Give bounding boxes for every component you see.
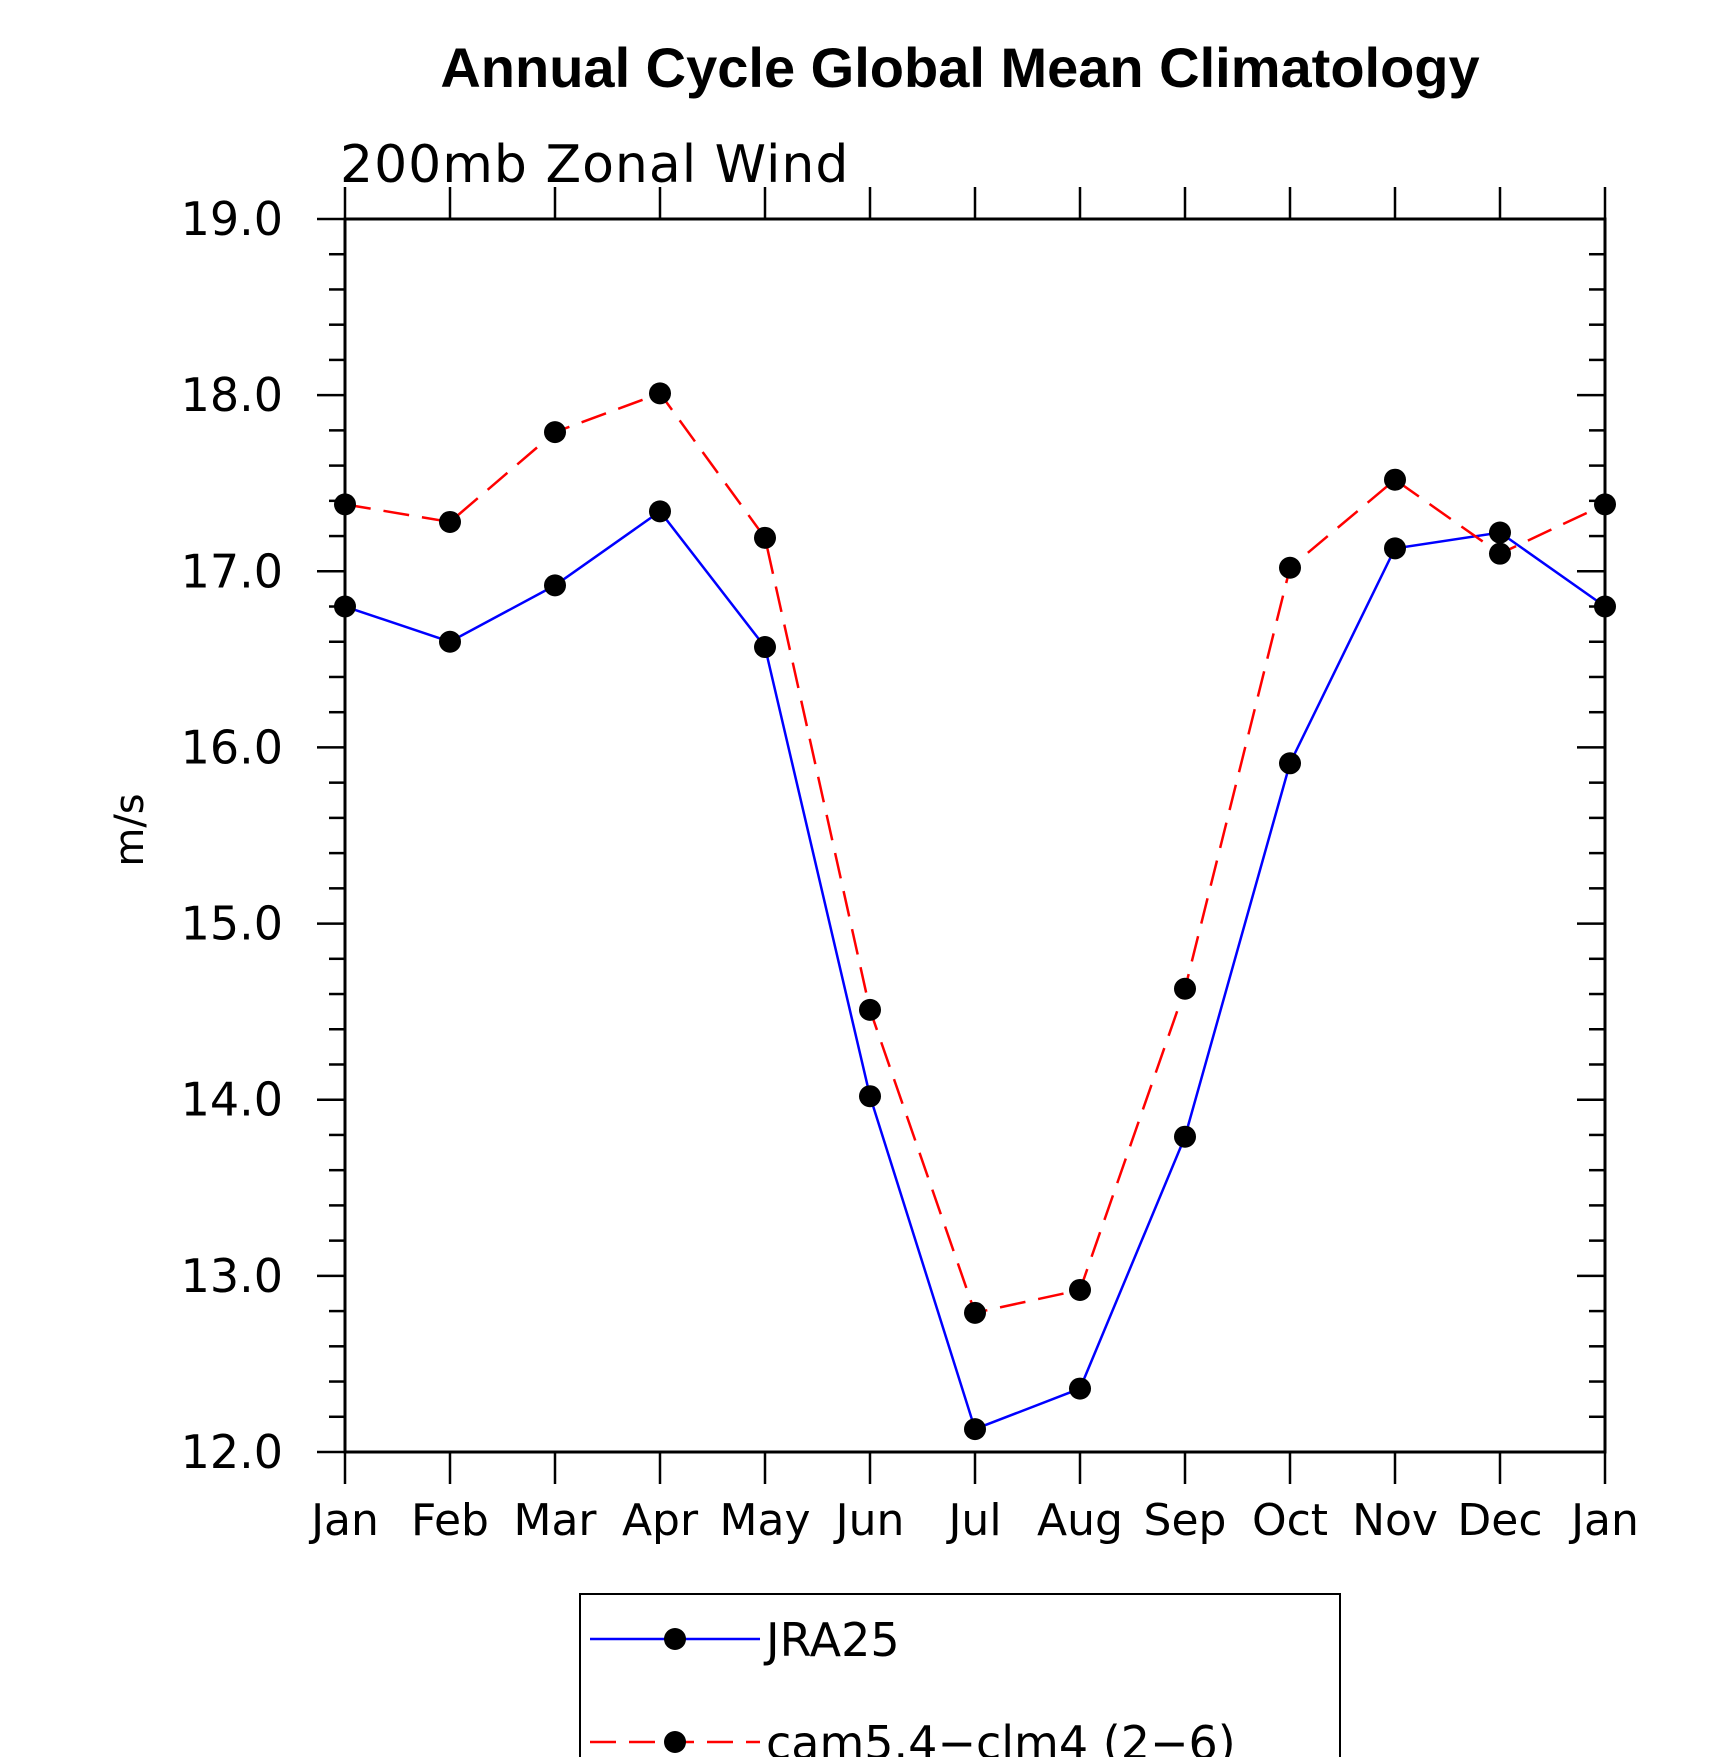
series-0-point bbox=[964, 1418, 986, 1441]
y-tick-label: 19.0 bbox=[181, 192, 283, 246]
x-axis-ticks bbox=[343, 187, 1607, 1484]
series-0-point bbox=[649, 500, 671, 523]
y-tick-label: 16.0 bbox=[181, 720, 283, 774]
x-tick-label: Jan bbox=[308, 1495, 379, 1546]
series-0-point bbox=[1384, 537, 1406, 560]
series-1-point bbox=[1384, 468, 1406, 491]
y-tick-label: 14.0 bbox=[181, 1073, 283, 1127]
x-tick-label: Aug bbox=[1037, 1495, 1123, 1546]
series-1-point bbox=[334, 493, 356, 516]
x-tick-label: Jan bbox=[1568, 1495, 1639, 1546]
series-0-point bbox=[1594, 595, 1616, 618]
series-0-point bbox=[1489, 521, 1511, 544]
series-1-point bbox=[1279, 556, 1301, 579]
series-0-point bbox=[1279, 752, 1301, 775]
legend-box bbox=[579, 1593, 1341, 1757]
series-0-point bbox=[859, 1085, 881, 1108]
y-tick-label: 12.0 bbox=[181, 1425, 283, 1479]
series-0-point bbox=[1174, 1125, 1196, 1148]
x-tick-label: Jun bbox=[833, 1495, 905, 1546]
y-axis-ticks bbox=[317, 217, 1605, 1454]
series-line-0 bbox=[344, 509, 1606, 1431]
y-tick-label: 13.0 bbox=[181, 1249, 283, 1303]
series-1-point bbox=[1069, 1278, 1091, 1301]
x-axis-tick-labels: Jan Feb Mar Apr May Jun Jul Aug Sep Oct Nov Dec Jan bbox=[308, 1495, 1639, 1546]
legend-label-cam5-4-clm4: cam5.4−clm4 (2−6) bbox=[766, 1716, 1236, 1757]
chart-title: Annual Cycle Global Mean Climatology bbox=[440, 36, 1479, 99]
x-tick-label: Sep bbox=[1144, 1495, 1227, 1546]
series-1-point bbox=[1174, 977, 1196, 1000]
legend-marker-jra25 bbox=[664, 1628, 686, 1650]
series-0-point bbox=[1069, 1377, 1091, 1400]
chart-subtitle: 200mb Zonal Wind bbox=[340, 135, 849, 195]
series-line-1 bbox=[344, 391, 1606, 1315]
x-tick-label: May bbox=[720, 1495, 811, 1546]
legend: JRA25 cam5.4−clm4 (2−6) bbox=[579, 1593, 1341, 1757]
y-tick-label: 17.0 bbox=[181, 544, 283, 598]
x-tick-label: Oct bbox=[1252, 1495, 1328, 1546]
y-axis-label: m/s bbox=[107, 793, 153, 866]
series-layer bbox=[334, 382, 1616, 1441]
series-1-point bbox=[649, 382, 671, 405]
y-axis-tick-labels: 12.0 13.0 14.0 15.0 16.0 17.0 18.0 19.0 bbox=[181, 192, 283, 1479]
x-tick-label: Apr bbox=[622, 1495, 699, 1546]
series-1-point bbox=[964, 1301, 986, 1324]
y-tick-label: 18.0 bbox=[181, 368, 283, 422]
x-tick-label: Nov bbox=[1352, 1495, 1438, 1546]
series-1-point bbox=[544, 421, 566, 444]
legend-marker-cam5-4-clm4 bbox=[664, 1731, 686, 1753]
series-1-point bbox=[1594, 493, 1616, 516]
y-tick-label: 15.0 bbox=[181, 897, 283, 951]
x-tick-label: Mar bbox=[513, 1495, 597, 1546]
series-1-point bbox=[754, 526, 776, 549]
legend-label-jra25: JRA25 bbox=[763, 1613, 900, 1667]
series-1-point bbox=[859, 998, 881, 1021]
series-1-point bbox=[439, 510, 461, 533]
series-1-point bbox=[1489, 542, 1511, 565]
x-tick-label: Dec bbox=[1457, 1495, 1542, 1546]
series-0-point bbox=[754, 636, 776, 659]
series-0-point bbox=[334, 595, 356, 618]
x-tick-label: Feb bbox=[411, 1495, 489, 1546]
x-tick-label: Jul bbox=[945, 1495, 1001, 1546]
series-0-point bbox=[439, 630, 461, 653]
plot-frame bbox=[343, 217, 1607, 1454]
series-0-point bbox=[544, 574, 566, 597]
